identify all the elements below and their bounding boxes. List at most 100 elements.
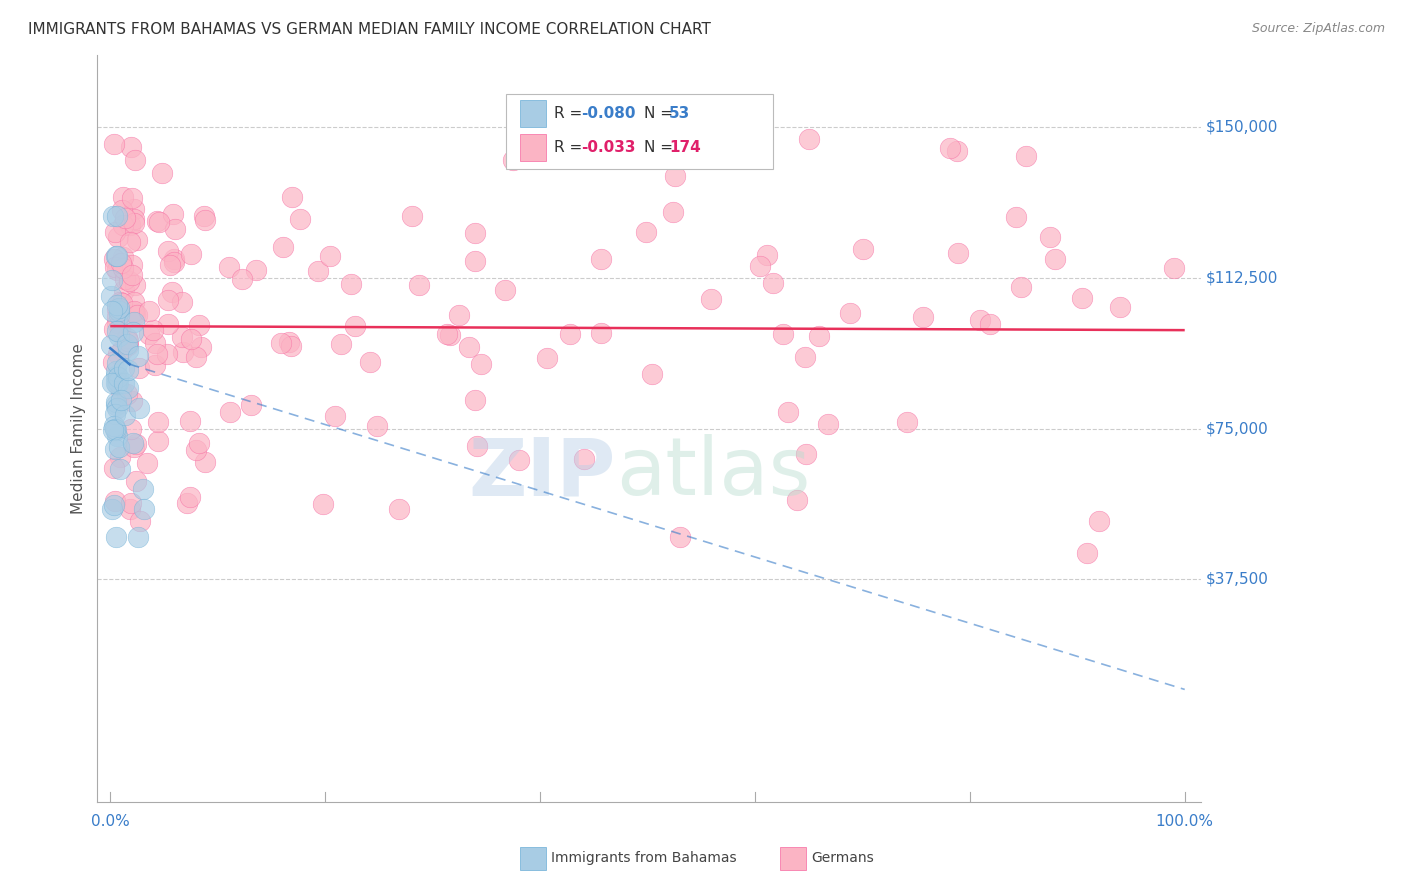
Point: [1071, 291, 1094, 305]
Text: Source: ZipAtlas.com: Source: ZipAtlas.com: [1251, 22, 1385, 36]
Point: [122, 295, 145, 310]
Point: [591, 252, 613, 266]
Point: [172, 345, 194, 359]
Point: [128, 401, 150, 415]
Point: [124, 307, 146, 321]
Point: [110, 256, 132, 270]
Point: [122, 305, 145, 319]
Point: [162, 207, 184, 221]
Point: [105, 249, 128, 263]
Point: [946, 246, 969, 260]
Point: [124, 153, 146, 167]
Point: [669, 530, 692, 544]
Point: [112, 190, 135, 204]
Point: [138, 304, 160, 318]
Point: [112, 361, 135, 376]
Point: [111, 343, 134, 358]
Point: [755, 248, 778, 262]
Point: [104, 530, 127, 544]
Point: [124, 441, 146, 455]
Point: [122, 212, 145, 227]
Point: [662, 204, 685, 219]
Point: [969, 313, 991, 327]
Point: [103, 252, 125, 266]
Point: [127, 349, 149, 363]
Point: [107, 346, 129, 360]
Point: [312, 497, 335, 511]
Point: [121, 435, 143, 450]
Point: [131, 482, 153, 496]
Point: [589, 326, 612, 341]
Text: ZIP: ZIP: [468, 434, 616, 512]
Point: [105, 376, 128, 391]
Point: [117, 362, 139, 376]
Point: [146, 415, 169, 429]
Point: [124, 303, 146, 318]
Text: 53: 53: [669, 106, 690, 120]
Point: [114, 211, 136, 225]
Point: [193, 209, 215, 223]
Point: [121, 191, 143, 205]
Text: 0.0%: 0.0%: [91, 814, 129, 829]
Point: [772, 326, 794, 341]
Point: [939, 141, 962, 155]
Point: [105, 363, 128, 377]
Point: [122, 202, 145, 216]
Point: [852, 242, 875, 256]
Point: [1010, 280, 1032, 294]
Point: [270, 336, 292, 351]
Text: R =: R =: [554, 140, 588, 154]
Point: [100, 338, 122, 352]
Text: IMMIGRANTS FROM BAHAMAS VS GERMAN MEDIAN FAMILY INCOME CORRELATION CHART: IMMIGRANTS FROM BAHAMAS VS GERMAN MEDIAN…: [28, 22, 711, 37]
Point: [186, 350, 208, 364]
Point: [280, 339, 302, 353]
Point: [343, 319, 366, 334]
Point: [146, 346, 169, 360]
Point: [323, 409, 346, 424]
Point: [176, 496, 198, 510]
Point: [797, 132, 820, 146]
Point: [105, 301, 128, 316]
Point: [107, 401, 129, 415]
Point: [319, 249, 342, 263]
Point: [179, 490, 201, 504]
Point: [146, 213, 169, 227]
Point: [105, 377, 128, 392]
Point: [148, 215, 170, 229]
Point: [281, 190, 304, 204]
Point: [408, 277, 430, 292]
Point: [160, 285, 183, 300]
Point: [470, 357, 492, 371]
Point: [110, 384, 132, 399]
Point: [101, 501, 124, 516]
Point: [107, 308, 129, 322]
Point: [138, 326, 160, 341]
Text: $112,500: $112,500: [1206, 270, 1278, 285]
Point: [156, 244, 179, 258]
Point: [786, 493, 808, 508]
Point: [124, 277, 146, 292]
Point: [388, 501, 411, 516]
Point: [132, 501, 155, 516]
Point: [127, 530, 149, 544]
Point: [329, 336, 352, 351]
Point: [103, 419, 125, 434]
Point: [125, 308, 148, 322]
Point: [359, 354, 381, 368]
Text: R =: R =: [554, 106, 588, 120]
Point: [108, 325, 131, 339]
Text: -0.080: -0.080: [581, 106, 636, 120]
Point: [817, 417, 839, 431]
Text: 174: 174: [669, 140, 702, 154]
Point: [105, 209, 128, 223]
Point: [103, 136, 125, 151]
Point: [464, 226, 486, 240]
Point: [118, 274, 141, 288]
Point: [114, 271, 136, 285]
Text: N =: N =: [644, 106, 678, 120]
Text: 100.0%: 100.0%: [1156, 814, 1213, 829]
Point: [101, 423, 124, 437]
Point: [112, 219, 135, 233]
Point: [104, 398, 127, 412]
Point: [107, 329, 129, 343]
